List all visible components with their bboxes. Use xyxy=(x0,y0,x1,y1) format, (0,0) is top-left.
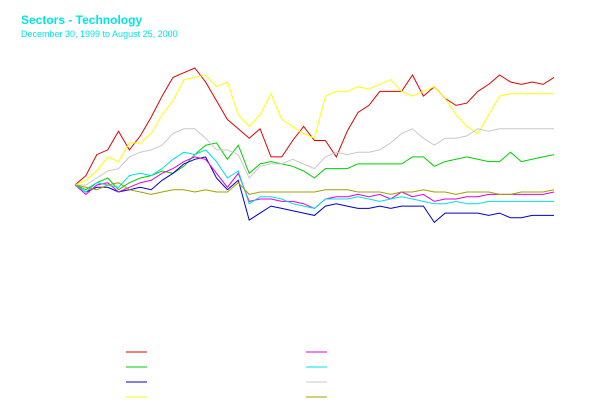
series-line-6 xyxy=(74,149,554,209)
series-line-8 xyxy=(74,182,555,195)
series-line-7 xyxy=(75,128,554,186)
chart-subtitle: December 30, 1999 to August 25, 2000 xyxy=(21,29,178,39)
series-line-3 xyxy=(74,156,554,224)
series-line-5 xyxy=(74,156,555,209)
chart-title: Sectors - Technology xyxy=(21,13,143,27)
series-line-2 xyxy=(74,142,555,191)
series-line-1 xyxy=(74,67,555,186)
